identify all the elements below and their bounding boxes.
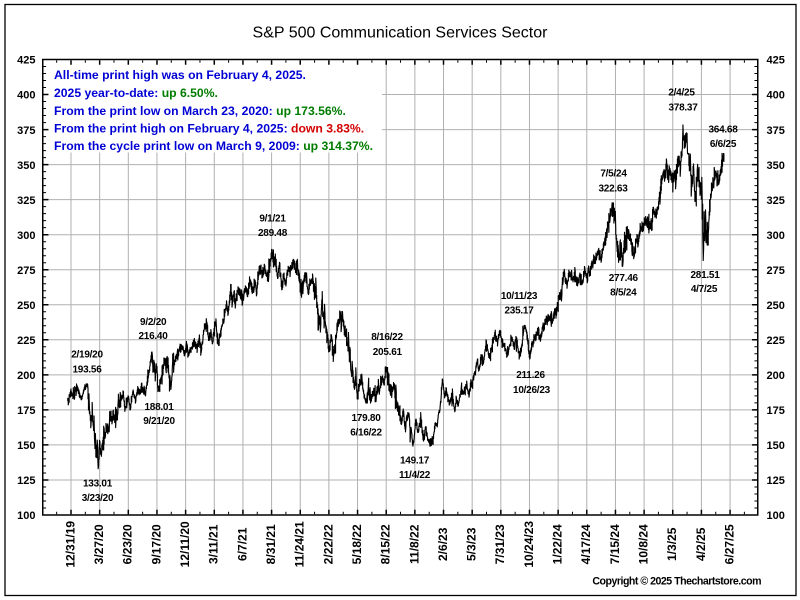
svg-text:6/16/22: 6/16/22 xyxy=(350,427,382,438)
svg-text:4/7/25: 4/7/25 xyxy=(691,284,718,295)
svg-text:2/4/25: 2/4/25 xyxy=(668,87,695,98)
svg-text:289.48: 289.48 xyxy=(258,228,288,239)
svg-text:179.80: 179.80 xyxy=(351,413,381,424)
svg-text:10/24/23: 10/24/23 xyxy=(522,521,536,568)
svg-text:300: 300 xyxy=(17,230,35,242)
svg-text:400: 400 xyxy=(767,90,785,102)
svg-text:150: 150 xyxy=(767,440,785,452)
svg-text:225: 225 xyxy=(17,335,35,347)
svg-text:8/31/21: 8/31/21 xyxy=(264,524,278,564)
svg-text:100: 100 xyxy=(17,510,35,522)
svg-text:100: 100 xyxy=(767,510,785,522)
svg-text:425: 425 xyxy=(17,55,35,67)
svg-text:200: 200 xyxy=(17,370,35,382)
svg-text:300: 300 xyxy=(767,230,785,242)
svg-text:225: 225 xyxy=(767,335,785,347)
svg-text:9/21/20: 9/21/20 xyxy=(143,416,175,427)
svg-text:188.01: 188.01 xyxy=(144,402,174,413)
svg-text:175: 175 xyxy=(767,405,785,417)
svg-text:Copyright © 2025 Thechartstore: Copyright © 2025 Thechartstore.com xyxy=(592,576,761,588)
svg-text:275: 275 xyxy=(767,265,785,277)
svg-text:From the print high on Februar: From the print high on February 4, 2025:… xyxy=(54,122,364,136)
svg-text:8/15/22: 8/15/22 xyxy=(379,524,393,564)
svg-text:11/4/22: 11/4/22 xyxy=(399,470,431,481)
svg-text:364.68: 364.68 xyxy=(708,125,738,136)
svg-text:6/23/20: 6/23/20 xyxy=(121,524,135,564)
svg-text:9/2/20: 9/2/20 xyxy=(140,317,167,328)
svg-text:6/7/21: 6/7/21 xyxy=(235,527,249,561)
svg-text:7/5/24: 7/5/24 xyxy=(600,168,627,179)
svg-text:10/26/23: 10/26/23 xyxy=(513,385,551,396)
svg-text:400: 400 xyxy=(17,90,35,102)
svg-text:149.17: 149.17 xyxy=(400,455,430,466)
svg-text:1/22/24: 1/22/24 xyxy=(551,524,565,564)
svg-text:10/11/23: 10/11/23 xyxy=(501,291,538,302)
svg-text:2/19/20: 2/19/20 xyxy=(71,350,103,361)
svg-text:2/22/22: 2/22/22 xyxy=(321,524,335,564)
svg-text:10/8/24: 10/8/24 xyxy=(637,524,651,564)
svg-text:12/31/19: 12/31/19 xyxy=(63,521,77,568)
svg-text:235.17: 235.17 xyxy=(504,306,534,317)
svg-text:133.01: 133.01 xyxy=(83,479,113,490)
svg-text:216.40: 216.40 xyxy=(138,331,168,342)
svg-text:211.26: 211.26 xyxy=(516,370,545,381)
svg-text:5/18/22: 5/18/22 xyxy=(350,524,364,564)
svg-text:375: 375 xyxy=(767,125,785,137)
svg-text:6/27/25: 6/27/25 xyxy=(723,524,737,564)
svg-text:350: 350 xyxy=(17,160,35,172)
svg-text:250: 250 xyxy=(17,300,35,312)
svg-text:378.37: 378.37 xyxy=(668,102,698,113)
svg-text:325: 325 xyxy=(767,195,785,207)
svg-text:3/23/20: 3/23/20 xyxy=(82,493,114,504)
svg-text:6/6/25: 6/6/25 xyxy=(710,139,737,150)
svg-text:350: 350 xyxy=(767,160,785,172)
svg-text:9/1/21: 9/1/21 xyxy=(259,214,286,225)
svg-text:2025 year-to-date: up 6.50%.: 2025 year-to-date: up 6.50%. xyxy=(54,86,218,100)
svg-text:11/8/22: 11/8/22 xyxy=(407,524,421,564)
svg-text:277.46: 277.46 xyxy=(609,273,639,284)
svg-text:4/2/25: 4/2/25 xyxy=(694,527,708,561)
svg-text:From the print low on March 23: From the print low on March 23, 2020: up… xyxy=(54,104,346,118)
svg-text:4/17/24: 4/17/24 xyxy=(579,524,593,564)
svg-text:125: 125 xyxy=(17,475,35,487)
svg-text:250: 250 xyxy=(767,300,785,312)
svg-text:12/11/20: 12/11/20 xyxy=(178,521,192,567)
svg-text:From the cycle print low on Ma: From the cycle print low on March 9, 200… xyxy=(54,139,373,153)
svg-text:11/24/21: 11/24/21 xyxy=(293,521,307,567)
svg-text:125: 125 xyxy=(767,475,785,487)
svg-text:3/27/20: 3/27/20 xyxy=(92,524,106,564)
svg-text:205.61: 205.61 xyxy=(373,347,403,358)
svg-text:200: 200 xyxy=(767,370,785,382)
svg-text:281.51: 281.51 xyxy=(690,270,720,281)
svg-text:193.56: 193.56 xyxy=(72,364,102,375)
svg-text:8/5/24: 8/5/24 xyxy=(610,288,637,299)
svg-text:275: 275 xyxy=(17,265,35,277)
svg-text:3/11/21: 3/11/21 xyxy=(207,524,221,564)
svg-text:175: 175 xyxy=(17,405,35,417)
svg-text:1/3/25: 1/3/25 xyxy=(665,527,679,561)
svg-text:8/16/22: 8/16/22 xyxy=(371,332,403,343)
svg-text:S&P 500 Communication Services: S&P 500 Communication Services Sector xyxy=(253,24,549,41)
svg-text:9/17/20: 9/17/20 xyxy=(149,524,163,564)
svg-text:7/15/24: 7/15/24 xyxy=(608,524,622,564)
svg-text:All-time print high was on Feb: All-time print high was on February 4, 2… xyxy=(54,68,306,82)
svg-text:150: 150 xyxy=(17,440,35,452)
svg-text:375: 375 xyxy=(17,125,35,137)
svg-text:7/31/23: 7/31/23 xyxy=(493,524,507,564)
svg-text:325: 325 xyxy=(17,195,35,207)
svg-text:425: 425 xyxy=(767,55,785,67)
svg-text:5/3/23: 5/3/23 xyxy=(465,527,479,561)
svg-text:2/6/23: 2/6/23 xyxy=(436,527,450,561)
svg-text:322.63: 322.63 xyxy=(598,183,628,194)
